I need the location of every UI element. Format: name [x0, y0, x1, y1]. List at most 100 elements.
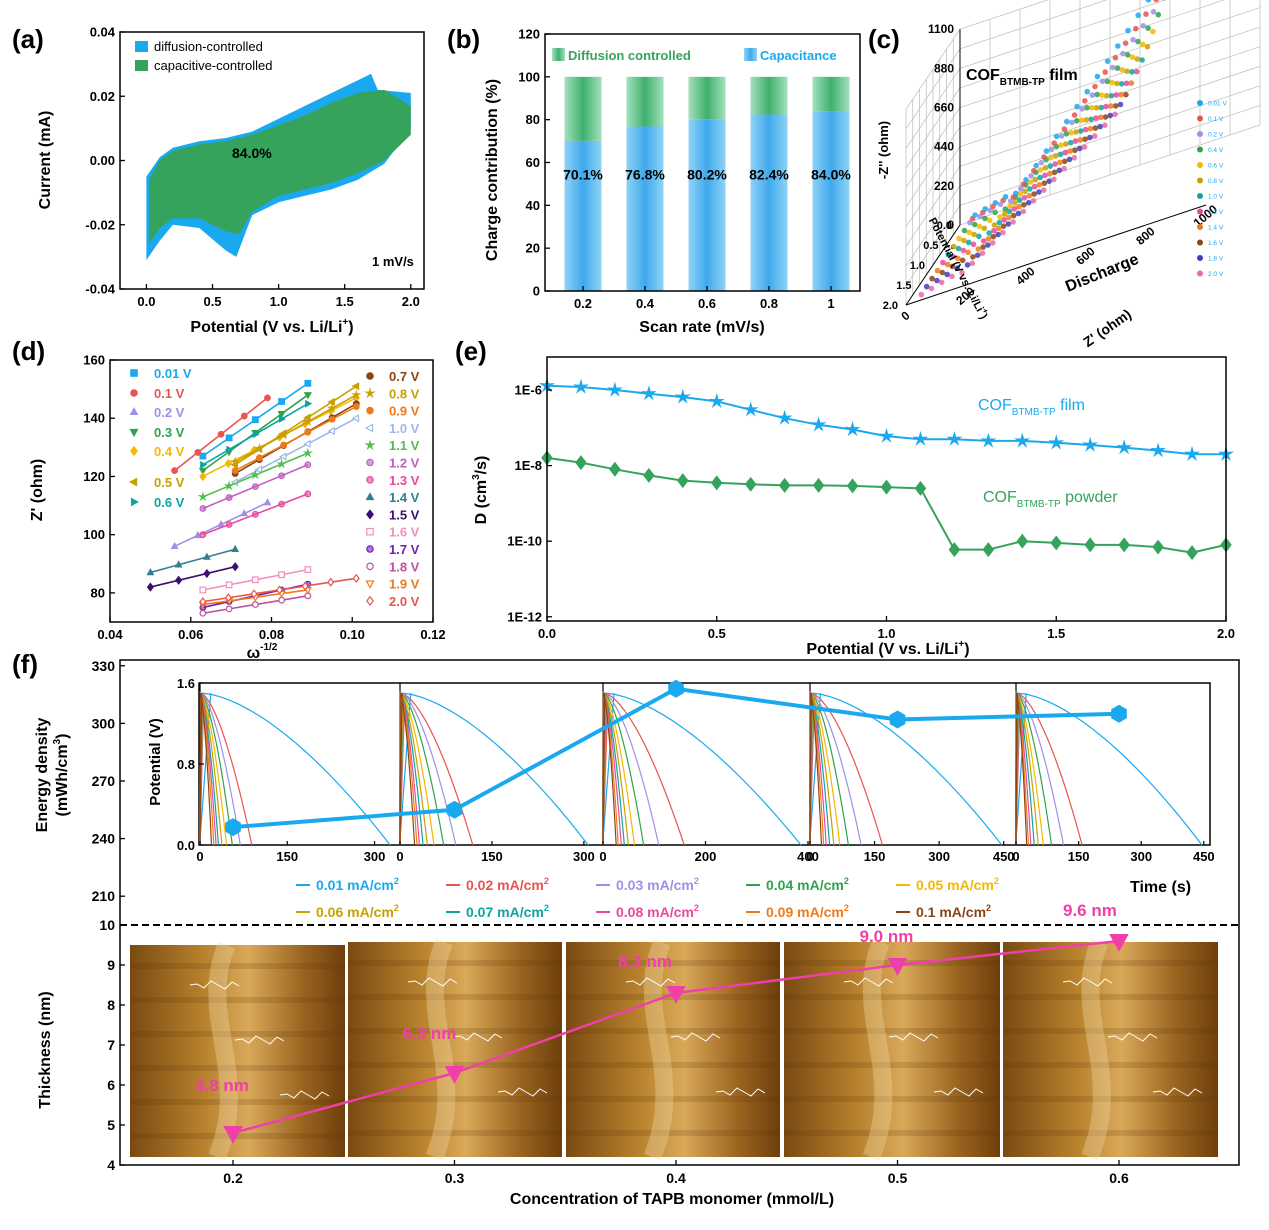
panel-d-point	[304, 490, 312, 498]
panel-c-point	[1129, 69, 1135, 75]
panel-d-point	[304, 428, 312, 436]
afm-image	[566, 938, 780, 1161]
panel-c-point	[1118, 81, 1125, 87]
panel-c-point	[1123, 80, 1130, 87]
panel-c-point	[1022, 188, 1028, 195]
panel-f-gcd-ylabel: Potential (V)	[147, 718, 164, 806]
panel-b-ylabel: Charge contribution (%)	[484, 79, 501, 261]
panel-e-point	[674, 388, 691, 404]
panel-c-point	[981, 225, 988, 232]
panel-c: 02204406608801100020040060080010000.00.5…	[876, 0, 1261, 350]
panel-e-ytick-label: 1E-6	[515, 383, 542, 398]
panel-d-plot	[146, 379, 362, 617]
panel-c-point	[1051, 169, 1058, 176]
panel-d-legend-label: 1.9 V	[389, 577, 420, 592]
afm-image-stripe	[566, 1062, 780, 1068]
energy-density-point	[446, 800, 463, 819]
afm-height-profile	[888, 1032, 939, 1042]
panel-d-point	[199, 596, 207, 607]
panel-d-legend-label: 0.8 V	[389, 386, 420, 401]
panel-c-point	[1061, 158, 1068, 165]
panel-c-point	[1006, 214, 1012, 221]
panel-e-ticks: 0.0 0.5 1.0 1.5 2.0 1E-6 1E-8 1E-10 1E-12	[507, 383, 1235, 642]
panel-c-x-axis	[905, 204, 1207, 306]
panel-e: 0.0 0.5 1.0 1.5 2.0 1E-6 1E-8 1E-10 1E-12 COFBTM…	[471, 356, 1235, 658]
afm-height-profile	[1062, 977, 1113, 987]
thickness-ytick-label: 5	[107, 1117, 115, 1133]
panel-d-point	[251, 416, 259, 424]
panel-c-legend-label: 0.2 V	[1208, 132, 1224, 139]
panel-c-point	[1082, 98, 1088, 104]
panel-c-point	[1048, 146, 1055, 153]
afm-height-profile	[1107, 1032, 1158, 1042]
panel-c-point	[1061, 126, 1068, 132]
panel-e-point	[946, 430, 963, 446]
afm-image-stripe	[784, 1062, 1000, 1068]
panel-d-fit-line	[234, 394, 357, 463]
thickness-ytick-label: 7	[107, 1037, 115, 1053]
afm-image-edge	[643, 938, 674, 1161]
panel-f-energy-ylabel-2: (mWh/cm3)	[52, 734, 71, 817]
panel-c-point	[991, 227, 997, 234]
panel-c-point	[967, 219, 973, 226]
panel-c-point	[1010, 212, 1017, 219]
panel-c-point	[1006, 208, 1013, 215]
panel-c-legend-marker	[1197, 177, 1203, 184]
panel-c-point	[972, 212, 978, 218]
panel-c-point	[1063, 131, 1070, 137]
panel-d-point	[301, 581, 309, 591]
thickness-point	[887, 957, 908, 976]
panel-a-ytick-label: 0.04	[90, 25, 116, 40]
thickness-label: 8.3 nm	[618, 952, 672, 971]
panel-c-point	[1025, 199, 1032, 206]
panel-c-point	[1021, 202, 1027, 208]
panel-c-point	[1038, 159, 1045, 166]
panel-e-point	[708, 393, 725, 409]
panel-b-legend: Diffusion controlled Capacitance	[552, 48, 837, 63]
panel-c-point	[1081, 144, 1088, 150]
panel-d-legend-marker	[129, 428, 139, 438]
panel-c-point	[995, 231, 1001, 238]
panel-d-legend-marker	[366, 545, 374, 553]
panel-c-point	[1007, 202, 1013, 209]
energy-ytick-label: 240	[92, 831, 116, 847]
panel-c-point	[1005, 221, 1012, 227]
afm-image-stripe	[566, 1028, 780, 1034]
thickness-point	[666, 985, 686, 1004]
panel-d: 0.04 0.06 0.08 0.10 0.12 80 100 120 140 160 0.01 …	[29, 353, 446, 663]
gcd-legend-label: 0.02 mA/cm2	[466, 876, 549, 893]
panel-c-point	[1001, 211, 1008, 217]
panel-e-point	[606, 381, 623, 397]
panel-c-plot: 02204406608801100020040060080010000.00.5…	[883, 0, 1261, 323]
panel-c-point	[1016, 203, 1022, 210]
panel-d-legend-label: 0.3 V	[154, 425, 185, 440]
panel-e-point	[742, 401, 759, 417]
panel-d-fit-line	[150, 548, 236, 574]
panel-c-point	[1088, 116, 1094, 123]
panel-b: 70.1% 76.8% 80.2% 82.4% 84.0% 0.2 0.4 0.6 0.8 10…	[484, 27, 861, 336]
panel-c-point	[1139, 41, 1146, 48]
panel-d-xtick-label: 0.06	[178, 627, 203, 642]
diffusion-bar	[564, 76, 602, 141]
panel-b-ytick-label: 0	[533, 284, 540, 299]
panel-d-point	[255, 454, 263, 462]
afm-image-edge	[425, 938, 456, 1161]
bar-data-label: 80.2%	[687, 167, 727, 183]
gcd-curve	[399, 690, 416, 846]
panel-c-point	[1018, 185, 1024, 192]
panel-c-point	[1103, 103, 1109, 110]
panel-b-ytick-label: 40	[526, 198, 540, 213]
panel-c-point	[979, 250, 986, 256]
panel-d-point	[278, 500, 285, 508]
afm-image-stripe	[348, 994, 562, 1000]
energy-density-point	[1111, 704, 1127, 723]
panel-d-point	[302, 447, 314, 458]
panel-d-legend-marker	[130, 369, 138, 377]
panel-d-legend-marker	[366, 372, 374, 380]
gcd-legend-label: 0.05 mA/cm2	[916, 876, 999, 893]
panel-c-point	[1099, 92, 1105, 98]
afm-image-stripe	[1003, 1062, 1218, 1068]
panel-c-point	[1073, 118, 1080, 124]
panel-c-point	[1128, 80, 1135, 86]
afm-image	[1003, 938, 1218, 1161]
